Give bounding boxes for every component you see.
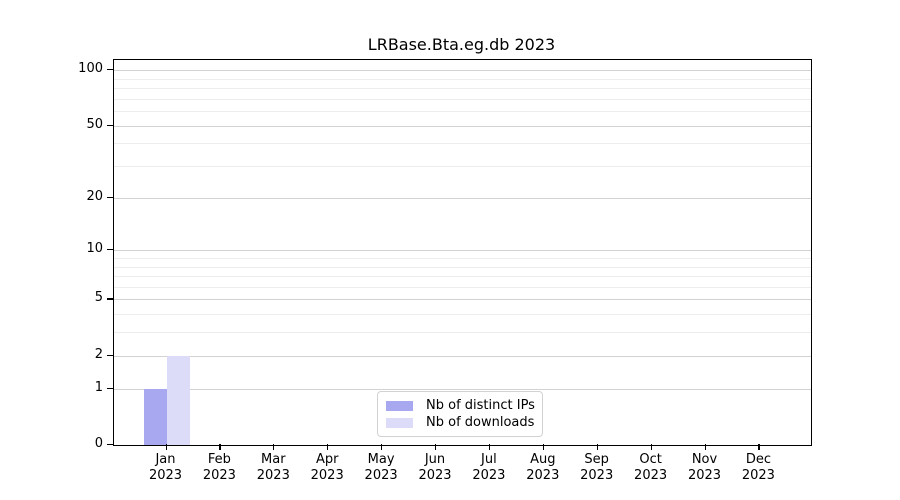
x-tick-mark	[542, 444, 544, 450]
legend-swatch-downloads	[386, 417, 413, 428]
x-tick-year: 2023	[634, 468, 668, 483]
y-tick-label: 1	[94, 379, 103, 395]
y-gridline-minor	[114, 314, 811, 316]
x-tick-mark	[650, 444, 652, 450]
bar-downloads	[166, 355, 190, 445]
x-tick-year: 2023	[526, 468, 560, 483]
y-gridline-minor	[114, 87, 811, 89]
legend-item-distinct-ips: Nb of distinct IPs	[386, 397, 542, 414]
x-tick-label: Apr 2023	[295, 452, 359, 484]
x-tick-year: 2023	[472, 468, 506, 483]
y-gridline-minor	[114, 286, 811, 288]
x-tick-month: Jun	[424, 452, 446, 467]
x-tick-year: 2023	[741, 468, 775, 483]
y-tick-mark	[107, 354, 113, 356]
x-tick-month: Oct	[639, 452, 662, 467]
y-gridline-major	[114, 197, 811, 199]
bar-distinct-ips	[143, 388, 167, 445]
x-tick-mark	[596, 444, 598, 450]
x-tick-label: Sep 2023	[565, 452, 629, 484]
x-tick-month: Feb	[207, 452, 231, 467]
x-tick-year: 2023	[580, 468, 614, 483]
x-tick-mark	[219, 444, 221, 450]
x-tick-label: Mar 2023	[241, 452, 305, 484]
x-tick-month: Nov	[691, 452, 718, 467]
x-tick-month: Jul	[481, 452, 497, 467]
legend: Nb of distinct IPs Nb of downloads	[377, 391, 543, 437]
x-tick-month: Apr	[315, 452, 339, 467]
x-tick-month: Aug	[530, 452, 556, 467]
y-tick-mark	[107, 444, 113, 446]
y-tick-label: 2	[94, 346, 103, 362]
y-tick-label: 0	[94, 436, 103, 451]
y-gridline-minor	[114, 78, 811, 80]
x-tick-year: 2023	[148, 468, 183, 483]
y-gridline-minor	[114, 143, 811, 145]
y-gridline-minor	[114, 332, 811, 334]
y-tick-mark	[107, 298, 113, 300]
y-gridline-major	[114, 250, 811, 252]
x-tick-label: Aug 2023	[511, 452, 575, 484]
x-tick-label: Jul 2023	[457, 452, 521, 484]
y-gridline-minor	[114, 257, 811, 259]
x-tick-year: 2023	[418, 468, 452, 483]
x-tick-year: 2023	[364, 468, 398, 483]
y-gridline-major	[114, 355, 811, 357]
y-gridline-minor	[114, 266, 811, 268]
legend-label-distinct-ips: Nb of distinct IPs	[426, 398, 535, 413]
x-tick-label: Feb 2023	[187, 452, 251, 484]
y-tick-label: 20	[86, 188, 103, 204]
chart-title: LRBase.Bta.eg.db 2023	[367, 35, 556, 54]
y-gridline-major	[114, 388, 811, 390]
legend-label-downloads: Nb of downloads	[426, 415, 535, 430]
y-tick-mark	[107, 69, 113, 71]
x-tick-label: Nov 2023	[673, 452, 737, 484]
x-tick-month: Sep	[584, 452, 609, 467]
x-tick-mark	[381, 444, 383, 450]
y-gridline-major	[114, 125, 811, 127]
x-tick-mark	[758, 444, 760, 450]
x-tick-label: Jan 2023	[134, 452, 198, 484]
x-tick-mark	[704, 444, 706, 450]
y-tick-label: 100	[78, 61, 103, 76]
x-tick-month: Mar	[261, 452, 286, 467]
x-tick-month: Jan	[155, 452, 176, 467]
legend-swatch-distinct-ips	[386, 400, 413, 411]
y-tick-mark	[107, 124, 113, 126]
x-tick-label: Dec 2023	[726, 452, 790, 484]
y-gridline-minor	[114, 111, 811, 112]
x-tick-year: 2023	[687, 468, 722, 483]
x-tick-month: Dec	[745, 452, 771, 467]
x-tick-year: 2023	[310, 468, 344, 483]
x-tick-label: Oct 2023	[619, 452, 683, 484]
x-tick-mark	[435, 444, 437, 450]
x-tick-mark	[273, 444, 275, 450]
x-tick-mark	[488, 444, 491, 450]
y-tick-mark	[107, 249, 113, 251]
y-tick-label: 5	[94, 290, 103, 306]
y-tick-mark	[107, 196, 113, 198]
y-gridline-minor	[114, 166, 811, 167]
y-tick-label: 50	[86, 116, 103, 132]
x-tick-label: Jun 2023	[403, 452, 467, 484]
plot-area	[113, 59, 812, 446]
x-tick-year: 2023	[202, 468, 236, 483]
y-gridline-minor	[114, 276, 811, 277]
y-tick-mark	[107, 387, 113, 389]
x-tick-mark	[165, 444, 167, 450]
x-tick-month: May	[367, 452, 395, 467]
y-tick-label: 10	[86, 241, 103, 257]
y-gridline-major	[114, 70, 811, 71]
y-gridline-minor	[114, 98, 811, 100]
x-tick-mark	[327, 444, 329, 450]
x-tick-year: 2023	[256, 468, 290, 483]
x-tick-label: May 2023	[349, 452, 413, 484]
y-gridline-major	[114, 299, 811, 301]
legend-item-downloads: Nb of downloads	[386, 414, 542, 431]
